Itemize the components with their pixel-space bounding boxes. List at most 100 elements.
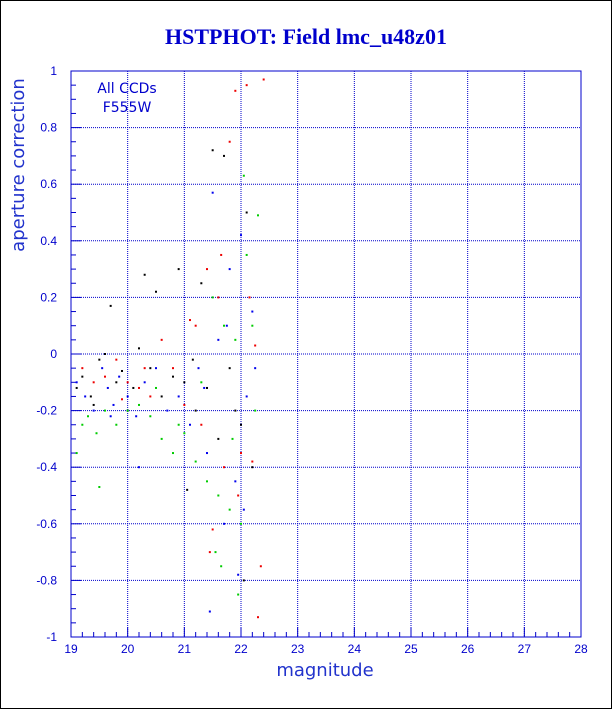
data-point [160,437,163,440]
data-point [115,381,118,384]
data-point [98,486,101,489]
y-axis-title: aperture correction [8,78,29,252]
data-point [109,304,112,307]
data-point [200,282,203,285]
data-point [143,273,146,276]
x-tick-label: 19 [64,642,78,656]
grid-lines [71,71,581,637]
data-point [149,415,152,418]
data-point [126,381,129,384]
data-point [254,344,257,347]
data-point [75,381,78,384]
y-tick-label: -0.2 [36,404,57,418]
data-point [126,409,129,412]
data-point [98,358,101,361]
data-point [228,140,231,143]
data-point [234,480,237,483]
data-point [228,367,231,370]
data-point [211,149,214,152]
chart-title: HSTPHOT: Field lmc_u48z01 [165,24,447,49]
data-point [189,423,191,426]
data-point [177,268,180,271]
data-point [211,191,214,194]
data-point [228,508,231,511]
y-tick-label: 0.4 [40,234,57,248]
x-tick-label: 22 [234,642,248,656]
data-point [75,452,78,455]
data-point [240,234,242,237]
data-point [251,466,254,469]
data-point [126,395,129,398]
data-point [203,386,206,389]
y-tick-label: -0.8 [36,573,57,587]
data-point [245,84,248,87]
data-point [217,437,220,440]
data-point [208,610,211,613]
data-point [234,89,237,92]
y-tick-label: -0.4 [36,460,57,474]
data-point [257,616,259,619]
data-point [228,268,231,271]
x-tick-label: 26 [461,642,475,656]
data-point [183,381,186,384]
data-point [223,154,225,157]
annotation-ccds: All CCDs [97,81,156,97]
data-point [194,324,197,327]
data-point [149,395,152,398]
data-point [138,466,140,469]
axis-ticks [70,70,582,638]
data-point [132,386,135,389]
data-point [211,296,214,299]
data-point [138,347,140,350]
data-point [92,403,95,406]
data-point [223,466,225,469]
data-point [223,522,225,525]
y-tick-label: 0 [50,347,57,361]
data-point [245,253,248,256]
data-point [172,375,174,378]
data-point [118,375,121,378]
data-point [101,367,104,370]
data-point [138,386,140,389]
data-point [200,381,203,384]
data-point [106,386,109,389]
data-point [166,409,169,412]
data-point [138,403,140,406]
data-point [177,395,180,398]
data-point [225,324,228,327]
data-point [240,522,242,525]
data-point [245,395,248,398]
data-point [254,409,257,412]
data-point [155,367,157,370]
data-point [191,358,194,361]
data-point [92,409,95,412]
data-point [237,494,240,497]
data-point [254,367,257,370]
data-point [214,551,217,554]
y-tick-label: -0.6 [36,517,57,531]
data-point [183,432,186,435]
data-point [104,353,106,355]
data-point [109,415,112,418]
data-point [84,395,87,398]
data-point [104,375,106,378]
data-point [95,432,98,435]
x-tick-label: 20 [121,642,135,656]
y-tick-label: 1 [50,64,57,78]
data-point [197,367,200,370]
data-point [92,381,95,384]
data-point [115,358,118,361]
data-point [237,593,240,596]
x-tick-label: 27 [518,642,532,656]
data-point [155,386,157,389]
data-point [240,423,242,426]
data-point [172,452,174,455]
y-tick-label: 0.8 [40,121,57,135]
data-point [240,452,242,455]
data-point [112,403,115,406]
data-point [121,369,123,372]
data-point [104,409,106,412]
data-point [143,367,146,370]
data-point [121,398,123,401]
